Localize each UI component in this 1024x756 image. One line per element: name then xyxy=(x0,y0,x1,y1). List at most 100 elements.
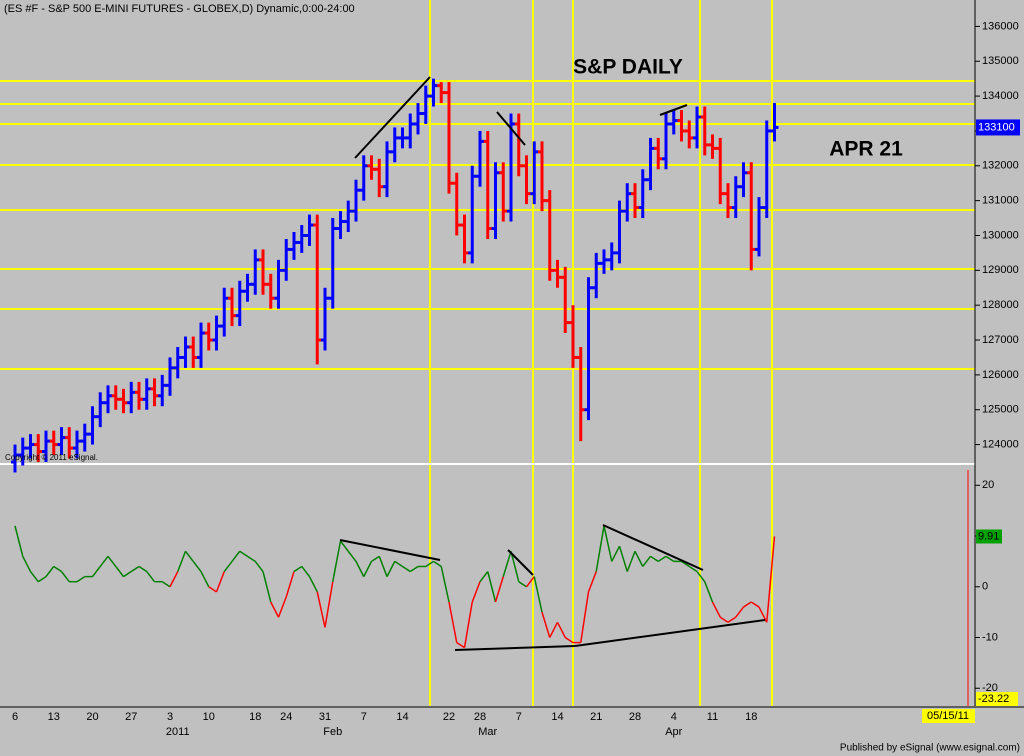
oscillator-segment xyxy=(541,611,551,638)
oscillator-segment xyxy=(650,555,659,563)
oscillator-segment xyxy=(727,616,737,623)
oscillator-segment xyxy=(123,570,132,578)
y-tick-label: 132000 xyxy=(982,160,1019,172)
oscillator-segment xyxy=(394,560,403,568)
oscillator-segment xyxy=(618,545,628,572)
x-tick-label: 14 xyxy=(551,711,563,723)
oscillator-segment xyxy=(262,571,272,603)
x-month-label: Feb xyxy=(323,726,342,738)
x-tick-label: 10 xyxy=(203,711,215,723)
oscillator-segment xyxy=(29,571,39,583)
oscillator-segment xyxy=(363,561,373,577)
trend-line xyxy=(659,104,688,116)
oscillator-segment xyxy=(324,581,334,628)
x-month-label: Apr xyxy=(665,726,682,738)
oscillator-segment xyxy=(518,581,527,588)
oscillator-segment xyxy=(355,561,365,577)
x-tick-label: 7 xyxy=(516,711,522,723)
oscillator-segment xyxy=(743,601,752,608)
oscillator-segment xyxy=(371,555,380,563)
y-tick-label: 134000 xyxy=(982,90,1019,102)
oscillator-segment xyxy=(696,571,706,583)
oscillator-segment xyxy=(471,581,481,603)
oscillator-segment xyxy=(301,566,311,578)
oscillator-segment xyxy=(479,571,489,583)
y-tick-label: 125000 xyxy=(982,404,1019,416)
y-tick-label: 135000 xyxy=(982,55,1019,67)
x-tick-label: 31 xyxy=(319,711,331,723)
oscillator-segment xyxy=(215,571,225,593)
oscillator-segment xyxy=(510,551,520,582)
annotation: S&P DAILY xyxy=(573,56,683,79)
trend-line xyxy=(574,619,766,647)
oscillator-segment xyxy=(169,571,179,588)
oscillator-segment xyxy=(549,621,559,638)
y-tick-label: -20 xyxy=(982,682,998,694)
date-label: 05/15/11 xyxy=(927,710,969,722)
oscillator-segment xyxy=(688,565,698,573)
x-tick-label: 22 xyxy=(443,711,455,723)
x-tick-label: 11 xyxy=(707,711,718,723)
oscillator-segment xyxy=(448,601,458,643)
oscillator-segment xyxy=(440,566,450,603)
oscillator-segment xyxy=(386,561,396,577)
oscillator-segment xyxy=(161,581,171,588)
last-value-label: 9.91 xyxy=(978,530,999,542)
oscillator-segment xyxy=(200,571,210,588)
oscillator-segment xyxy=(177,550,187,572)
x-tick-label: 24 xyxy=(280,711,292,723)
annotation: APR 21 xyxy=(829,138,903,161)
oscillator-segment xyxy=(91,566,101,578)
oscillator-segment xyxy=(285,571,295,598)
oscillator-segment xyxy=(580,591,590,643)
oscillator-segment xyxy=(130,565,140,573)
x-tick-label: 3 xyxy=(167,711,173,723)
oscillator-segment xyxy=(502,551,512,577)
oscillator-segment xyxy=(254,560,264,573)
oscillator-segment xyxy=(138,565,148,573)
trend-line xyxy=(339,539,441,561)
y-tick-label: 20 xyxy=(982,479,994,491)
oscillator-segment xyxy=(587,571,597,593)
oscillator-segment xyxy=(107,555,117,567)
oscillator-segment xyxy=(603,525,613,562)
trend-line xyxy=(454,645,576,651)
x-tick-label: 4 xyxy=(671,711,677,723)
oscillator-segment xyxy=(533,576,543,613)
oscillator-segment xyxy=(766,536,776,623)
x-month-label: Mar xyxy=(478,726,497,738)
last-price-box xyxy=(976,119,1020,136)
y-tick-label: 129000 xyxy=(982,264,1019,276)
copyright: Copyright © 2011 eSignal. xyxy=(5,453,98,462)
oscillator-segment xyxy=(192,560,202,573)
oscillator-segment xyxy=(99,555,109,567)
x-tick-label: 6 xyxy=(12,711,18,723)
x-tick-label: 20 xyxy=(86,711,98,723)
divergence-lines: (ES #F - S&P 500 E-MINI FUTURES - GLOBEX… xyxy=(4,3,1020,754)
oscillator-segment xyxy=(595,525,605,572)
oscillator-segment xyxy=(758,606,768,623)
oscillator-segment xyxy=(347,550,357,562)
y-tick-label: 131000 xyxy=(982,195,1019,207)
marker-box xyxy=(976,692,1018,706)
trend-line xyxy=(354,76,431,159)
oscillator-segment xyxy=(14,525,24,557)
x-tick-label: 18 xyxy=(745,711,757,723)
oscillator-segment xyxy=(402,565,411,573)
x-tick-label: 28 xyxy=(629,711,641,723)
oscillator-segment xyxy=(277,596,287,618)
oscillator-segment xyxy=(409,565,419,573)
oscillator-segment xyxy=(611,545,621,562)
x-tick-label: 7 xyxy=(361,711,367,723)
footer: Published by eSignal (www.esignal.com) xyxy=(840,743,1020,754)
x-tick-label: 21 xyxy=(590,711,602,723)
oscillator-segment xyxy=(433,560,442,568)
oscillator-segment xyxy=(184,550,194,562)
x-tick-label: 14 xyxy=(396,711,408,723)
oscillator-segment xyxy=(665,555,675,563)
oscillator-segment xyxy=(735,606,745,618)
oscillator-segment xyxy=(293,565,303,573)
oscillator-segment xyxy=(681,560,690,568)
